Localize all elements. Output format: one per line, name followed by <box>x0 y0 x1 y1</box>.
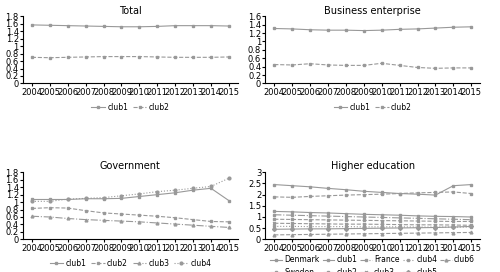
Legend: Denmark, Sweden, club1, club2, France, club3, club4, club5, club6: Denmark, Sweden, club1, club2, France, c… <box>270 255 475 272</box>
Legend: club1, club2: club1, club2 <box>91 103 170 112</box>
Title: Government: Government <box>100 162 161 172</box>
Title: Business enterprise: Business enterprise <box>324 5 421 16</box>
Legend: club1, club2: club1, club2 <box>334 103 412 112</box>
Legend: club1, club2, club3, club4: club1, club2, club3, club4 <box>50 259 211 268</box>
Title: Higher education: Higher education <box>330 162 415 172</box>
Title: Total: Total <box>119 5 142 16</box>
